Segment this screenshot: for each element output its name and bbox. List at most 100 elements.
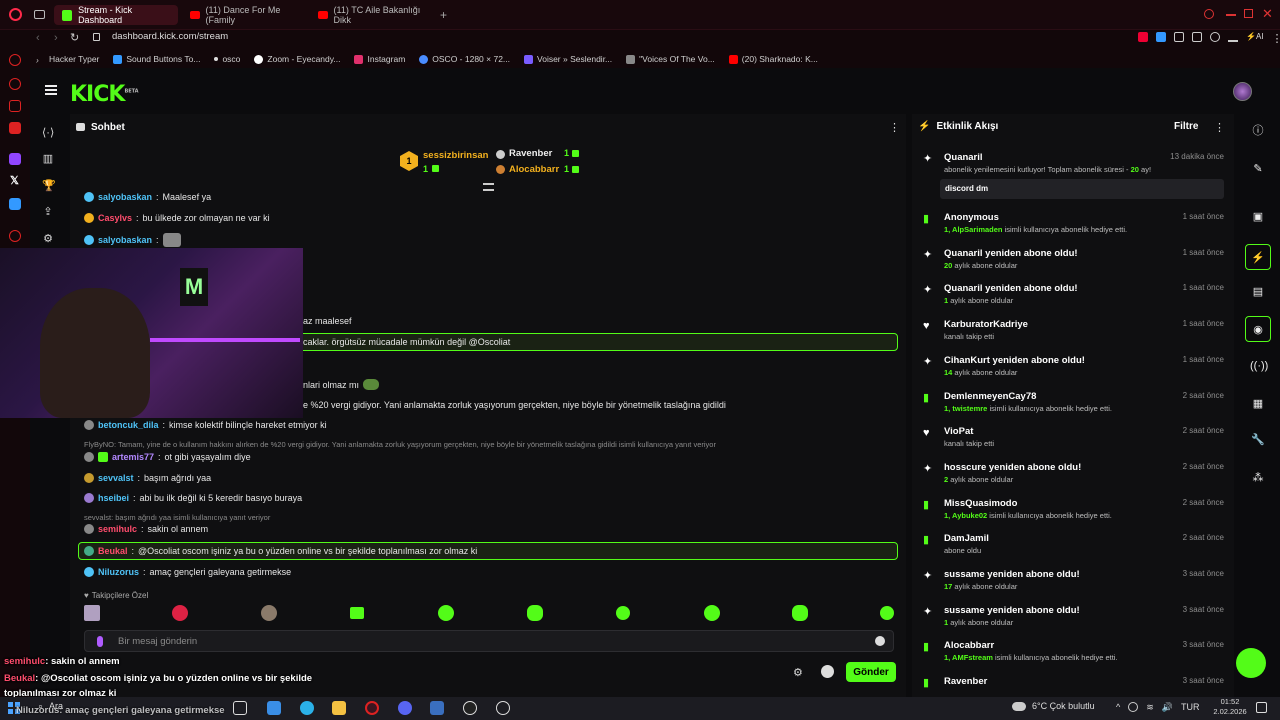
minimize-icon[interactable]	[1226, 14, 1236, 16]
emote-icon[interactable]	[84, 605, 100, 621]
app-icon[interactable]	[430, 701, 444, 715]
supporter-name[interactable]: Ravenber	[509, 148, 553, 159]
chat-username[interactable]: Beukal	[98, 546, 128, 556]
edge-icon[interactable]	[300, 701, 314, 715]
supporter-name[interactable]: sessizbirinsan	[423, 150, 489, 161]
emote-icon[interactable]	[172, 605, 188, 621]
explorer-icon[interactable]	[267, 701, 281, 715]
tab-youtube-2[interactable]: (11) TC Aile Bakanlığı Dikk	[310, 5, 434, 25]
layout-icon[interactable]: ▦	[1252, 398, 1264, 410]
supporter-name[interactable]: Alocabbarr	[509, 164, 560, 175]
tray-app-icon[interactable]	[1128, 702, 1139, 712]
bookmark-sharknado[interactable]: (20) Sharknado: K...	[728, 54, 818, 64]
opera-logo-icon[interactable]	[9, 8, 22, 21]
bookmark-hacker-typer[interactable]: › Hacker Typer	[36, 54, 100, 65]
chat-username[interactable]: hseibei	[98, 493, 130, 503]
wifi-icon[interactable]: ≋	[1146, 702, 1154, 712]
emote-icon[interactable]	[261, 605, 277, 621]
chat-options-icon[interactable]: ⋮	[889, 122, 900, 134]
chat-message-input[interactable]: Bir mesaj gönderin	[84, 630, 894, 652]
activity-name[interactable]: Quanaril yeniden abone oldu!	[944, 247, 1078, 259]
chat-username[interactable]: betoncuk_dila	[98, 420, 159, 430]
send-button[interactable]: Gönder	[846, 662, 896, 682]
reload-icon[interactable]: ↻	[70, 32, 80, 44]
tray-icons[interactable]: ^ ≋ 🔊 TUR	[1116, 702, 1200, 713]
history-icon[interactable]	[9, 230, 21, 242]
bookmark-osco[interactable]: osco	[214, 54, 240, 64]
bookmark-voices[interactable]: "Voices Of The Vo...	[626, 54, 715, 64]
activity-name[interactable]: sussame yeniden abone oldu!	[944, 569, 1080, 580]
stream-nav-icon[interactable]: ⟨·⟩	[42, 127, 55, 139]
task-view-icon[interactable]	[233, 701, 247, 715]
language-indicator[interactable]: TUR	[1181, 702, 1200, 712]
activity-name[interactable]: KarburatorKadriye	[944, 319, 1028, 331]
activity-name[interactable]: DamJamil	[944, 533, 989, 545]
bookmark-voiser[interactable]: Voiser » Seslendir...	[524, 54, 612, 64]
emote-icon[interactable]	[350, 607, 364, 619]
chevron-up-icon[interactable]: ^	[1116, 702, 1121, 712]
forward-icon[interactable]: ›	[54, 32, 58, 44]
taskbar-search[interactable]: ⌕ Ara	[38, 701, 64, 711]
rewards-icon[interactable]	[821, 665, 834, 678]
notifications-icon[interactable]	[1256, 702, 1267, 713]
twitch-icon[interactable]	[9, 153, 21, 165]
chat-username[interactable]: salyobaskan	[98, 192, 153, 202]
trophy-nav-icon[interactable]: 🏆	[42, 180, 56, 192]
activity-name[interactable]: Quanaril yeniden abone oldu!	[944, 283, 1078, 295]
bookmark-zoom[interactable]: Zoom - Eyecandy...	[254, 54, 340, 64]
emote-icon[interactable]	[792, 605, 808, 621]
back-icon[interactable]: ‹	[36, 32, 40, 44]
emoji-icon[interactable]	[875, 636, 885, 646]
obs-icon[interactable]	[463, 701, 477, 715]
folder-icon[interactable]	[332, 701, 346, 715]
url-input[interactable]: dashboard.kick.com/stream	[112, 31, 229, 42]
sidebar-app-icon[interactable]	[9, 198, 21, 210]
settings-nav-icon[interactable]: ⚙	[43, 233, 53, 245]
close-icon[interactable]: ✕	[1262, 6, 1273, 21]
settings-app-icon[interactable]	[496, 701, 510, 715]
activity-name[interactable]: hosscure yeniden abone oldu!	[944, 461, 1082, 473]
bookmark-osco-1280[interactable]: OSCO - 1280 × 72...	[419, 54, 510, 64]
opera-icon[interactable]	[365, 701, 379, 715]
activity-name[interactable]: Ravenber	[944, 676, 988, 688]
tab-kick-dashboard[interactable]: Stream - Kick Dashboard	[54, 5, 178, 25]
chat-settings-icon[interactable]: ⚙	[793, 667, 803, 679]
activity-toggle-icon[interactable]: ⚡	[1245, 244, 1271, 270]
activity-name[interactable]: sussame yeniden abone oldu!	[944, 604, 1080, 616]
wrench-icon[interactable]: 🔧	[1251, 434, 1265, 446]
edit-icon[interactable]: ✎	[1253, 163, 1263, 175]
clock[interactable]: 01:52 2.02.2026	[1213, 697, 1247, 716]
sidebar-app-icon[interactable]	[9, 100, 21, 112]
activity-name[interactable]: MissQuasimodo	[944, 497, 1018, 509]
notes-icon[interactable]: ▤	[1252, 286, 1264, 298]
emote-icon[interactable]	[616, 606, 630, 620]
broadcast-icon[interactable]: ((·))	[1250, 360, 1269, 372]
avatar[interactable]	[1233, 82, 1252, 101]
activity-name[interactable]: Quanaril	[944, 152, 983, 163]
x-icon[interactable]: 𝕏	[10, 175, 19, 187]
filter-button[interactable]: Filtre	[1174, 121, 1199, 132]
chat-username[interactable]: Casylvs	[98, 213, 133, 223]
activity-options-icon[interactable]: ⋮	[1214, 122, 1225, 134]
discord-icon[interactable]	[398, 701, 412, 715]
screen-icon[interactable]: ▣	[1252, 211, 1264, 223]
analytics-nav-icon[interactable]: ▥	[42, 153, 54, 165]
emote-icon[interactable]	[880, 606, 894, 620]
chat-username[interactable]: Niluzorus	[98, 567, 140, 577]
search-tabs-icon[interactable]	[1204, 9, 1214, 19]
activity-name[interactable]: Anonymous	[944, 212, 999, 223]
chat-username[interactable]: semihulc	[98, 524, 138, 534]
info-icon[interactable]: ⓘ	[1252, 125, 1264, 137]
chat-username[interactable]: salyobaskan	[98, 235, 153, 245]
activity-name[interactable]: Alocabbarr	[944, 640, 995, 652]
chat-username[interactable]: sevvalst	[98, 473, 134, 483]
bookmark-sound-buttons[interactable]: Sound Buttons To...	[113, 54, 200, 64]
upload-nav-icon[interactable]: ⇪	[43, 206, 53, 218]
extension-icons[interactable]: ⚡AI ⋮	[1138, 32, 1280, 45]
messenger-icon[interactable]	[9, 78, 21, 90]
pinned-toggle-icon[interactable]	[483, 183, 494, 191]
emote-icon[interactable]	[438, 605, 454, 621]
maximize-icon[interactable]	[1244, 9, 1253, 18]
emote-icon[interactable]	[704, 605, 720, 621]
chat-username[interactable]: artemis77	[112, 452, 155, 462]
